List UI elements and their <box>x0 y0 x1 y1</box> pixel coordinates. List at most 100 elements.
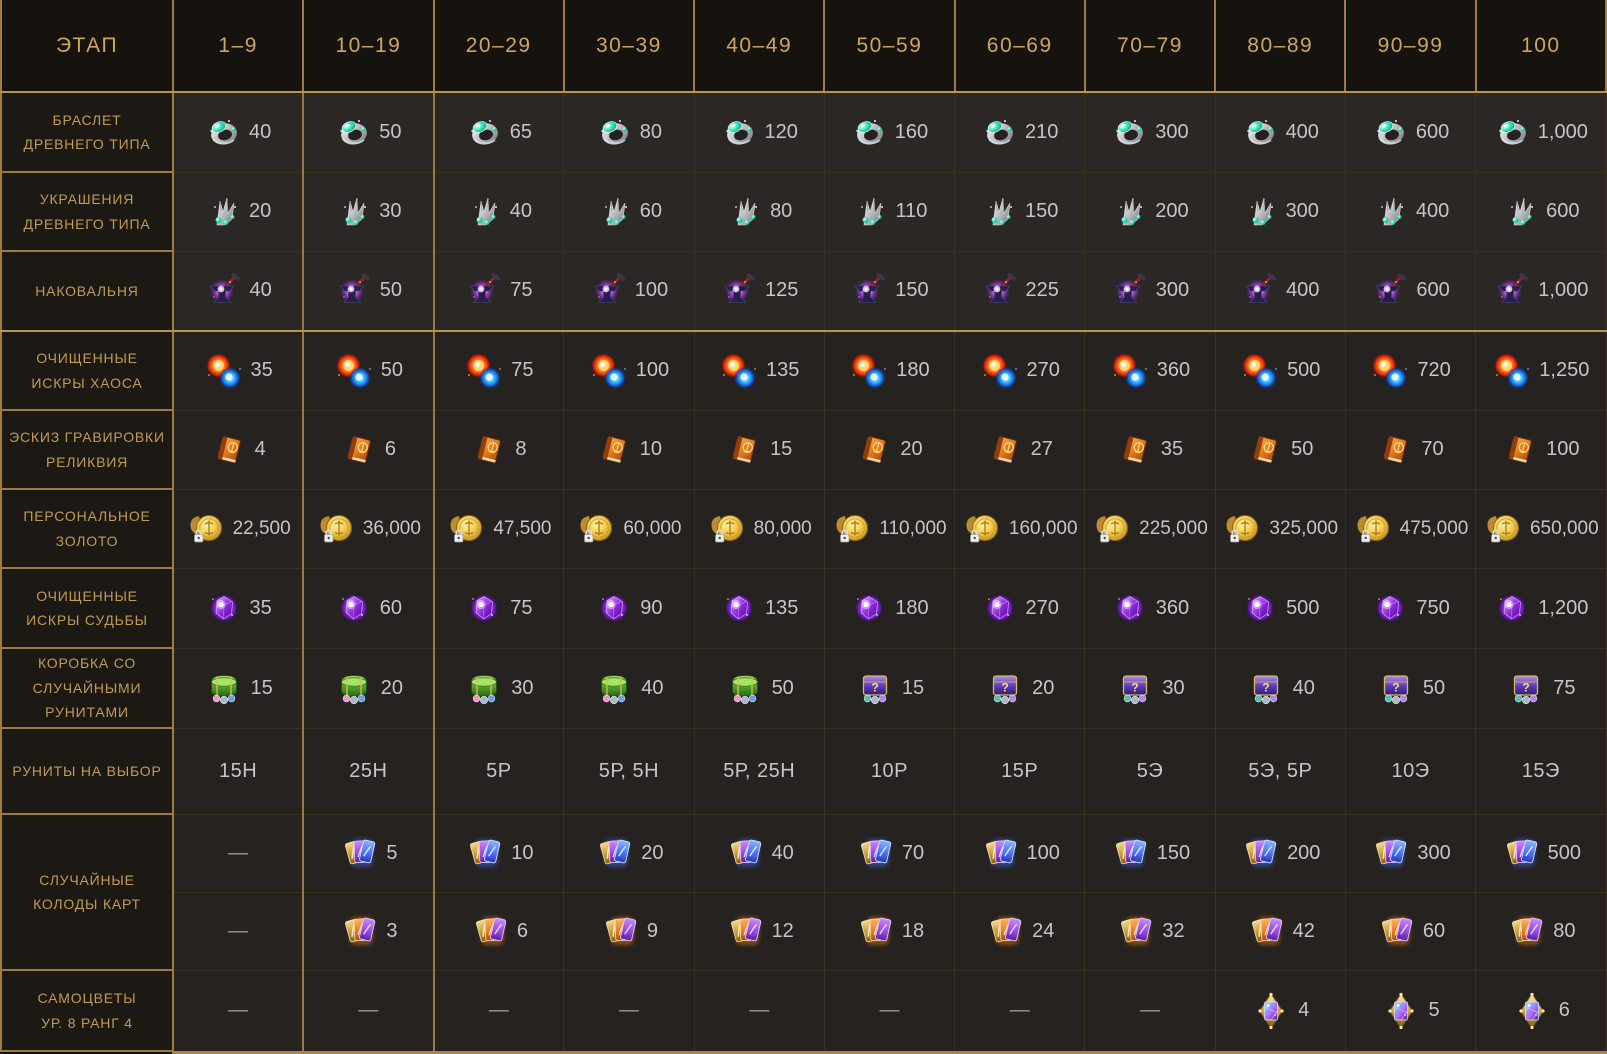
reward-amount: 300 <box>1155 279 1190 302</box>
rune-box-green-icon <box>334 670 374 706</box>
cell-chaos-sparks-col4: 135 <box>693 330 825 411</box>
cell-engraving-sketch-col5: 20 <box>823 409 956 490</box>
cell-card-decks-col0: — <box>172 813 305 893</box>
cell-rune-box-col9: ? 50 <box>1344 647 1477 729</box>
accessory-icon <box>981 195 1018 229</box>
reward-amount: 12 <box>771 919 794 942</box>
stage-column-header-7: 70–79 <box>1083 0 1217 93</box>
reward-amount: 50 <box>380 359 404 382</box>
reward-amount: 35 <box>250 359 273 382</box>
reward-amount: 5 <box>1428 999 1440 1021</box>
accessory-icon <box>1372 195 1409 229</box>
bracelet-icon <box>205 115 242 149</box>
cell-fate-sparks-col1: 60 <box>302 567 435 649</box>
cell-rune-box-col3: 40 <box>563 647 695 729</box>
reward-amount: 5Р, 25Н <box>723 759 796 782</box>
svg-text:?: ? <box>1001 681 1008 695</box>
cell-engraving-sketch-col2: 8 <box>433 409 565 490</box>
gold-coin-icon <box>962 511 1002 547</box>
rune-box-purple-icon: ? <box>1376 670 1416 706</box>
reward-amount: 50 <box>771 676 794 699</box>
cell-personal-gold-col4: 80,000 <box>693 488 825 569</box>
row-label-line: КОРОБКА СО <box>37 655 137 672</box>
reward-amount: 135 <box>766 359 800 382</box>
engraving-book-icon <box>1247 433 1284 467</box>
cell-personal-gold-col10: 650,000 <box>1475 488 1607 569</box>
cell-engraving-sketch-col0: 4 <box>172 409 305 490</box>
accessory-icon <box>596 195 633 229</box>
reward-amount: 600 <box>1546 200 1580 222</box>
empty-cell-dash: — <box>488 999 509 1021</box>
chaos-sparks-icon <box>1370 353 1410 389</box>
gold-coin-icon <box>1222 511 1262 547</box>
bracelet-icon <box>596 115 633 149</box>
engraving-book-icon <box>1117 433 1154 467</box>
cell-card-decks-col3: 20 <box>563 813 695 893</box>
reward-amount: 225,000 <box>1139 517 1208 539</box>
row-label-line: ДРЕВНЕГО ТИПА <box>23 215 151 232</box>
bracelet-icon <box>851 115 888 149</box>
stage-column-header-1: 10–19 <box>302 0 435 93</box>
reward-amount: 22,500 <box>232 517 291 539</box>
fate-spark-icon <box>205 590 243 626</box>
reward-amount: 100 <box>1546 438 1580 460</box>
reward-amount: 24 <box>1032 919 1055 942</box>
cell-chaos-sparks-col2: 75 <box>433 330 565 411</box>
anvil-icon <box>1241 272 1279 309</box>
svg-text:?: ? <box>1132 681 1139 695</box>
accessory-icon <box>466 195 503 229</box>
reward-amount: 25Н <box>349 759 388 782</box>
card-deck-orange-icon <box>339 912 379 950</box>
stage-column-header-8: 80–89 <box>1214 0 1347 93</box>
stage-column-header-3: 30–39 <box>562 0 696 93</box>
reward-amount: 30 <box>511 676 534 699</box>
bracelet-icon <box>1111 115 1148 149</box>
card-deck-orange-icon <box>1506 912 1546 950</box>
cell-bracelet-col9: 600 <box>1344 91 1477 173</box>
cell-runes-choice-col5: 10Р <box>823 727 956 815</box>
reward-amount: 6 <box>384 438 396 460</box>
reward-amount: 4 <box>1298 999 1310 1021</box>
chaos-sparks-icon <box>464 353 504 389</box>
cell-accessories-col5: 110 <box>823 171 956 252</box>
chaos-sparks-icon <box>1110 353 1150 389</box>
rune-box-green-icon <box>725 670 765 706</box>
reward-amount: 400 <box>1415 200 1450 222</box>
bracelet-icon <box>1242 115 1279 149</box>
fate-spark-icon <box>981 590 1019 626</box>
svg-text:?: ? <box>1392 681 1399 695</box>
cell-gems-col0: — <box>172 969 305 1052</box>
cell-accessories-col0: 20 <box>172 171 305 252</box>
reward-amount: 5 <box>386 841 398 864</box>
reward-amount: 5Э <box>1136 759 1164 782</box>
reward-amount: 600 <box>1415 120 1450 143</box>
reward-amount: 650,000 <box>1529 517 1599 539</box>
cell-anvil-col9: 600 <box>1344 250 1477 332</box>
reward-amount: 15Э <box>1521 759 1560 782</box>
cell-gems-col10: 6 <box>1475 969 1607 1052</box>
reward-amount: 75 <box>510 596 533 619</box>
reward-amount: 10Э <box>1391 759 1430 782</box>
chaos-sparks-icon <box>980 353 1020 389</box>
cell-accessories-col9: 400 <box>1344 171 1477 252</box>
cell-personal-gold-col2: 47,500 <box>433 488 565 569</box>
cell-personal-gold-col3: 60,000 <box>563 488 695 569</box>
cell-engraving-sketch-col10: 100 <box>1475 409 1607 490</box>
reward-amount: 80 <box>770 200 793 222</box>
reward-amount: 110 <box>895 200 928 222</box>
reward-amount: 70 <box>901 841 925 864</box>
card-deck-orange-icon <box>985 912 1025 950</box>
reward-amount: 200 <box>1287 841 1321 864</box>
reward-amount: 40 <box>771 841 794 864</box>
svg-text:?: ? <box>1523 681 1530 695</box>
cell-gems-col9: 5 <box>1344 969 1477 1052</box>
gold-coin-icon <box>1353 511 1393 547</box>
reward-amount: 75 <box>1553 676 1576 699</box>
cell-card-decks-col9: 60 <box>1344 891 1477 971</box>
stage-column-header-4: 40–49 <box>693 0 826 93</box>
cell-engraving-sketch-col1: 6 <box>302 409 435 490</box>
cell-bracelet-col4: 120 <box>693 91 825 173</box>
row-label-line: РУНИТАМИ <box>45 704 129 721</box>
cell-personal-gold-col8: 325,000 <box>1214 488 1346 569</box>
bracelet-icon <box>1494 115 1531 149</box>
